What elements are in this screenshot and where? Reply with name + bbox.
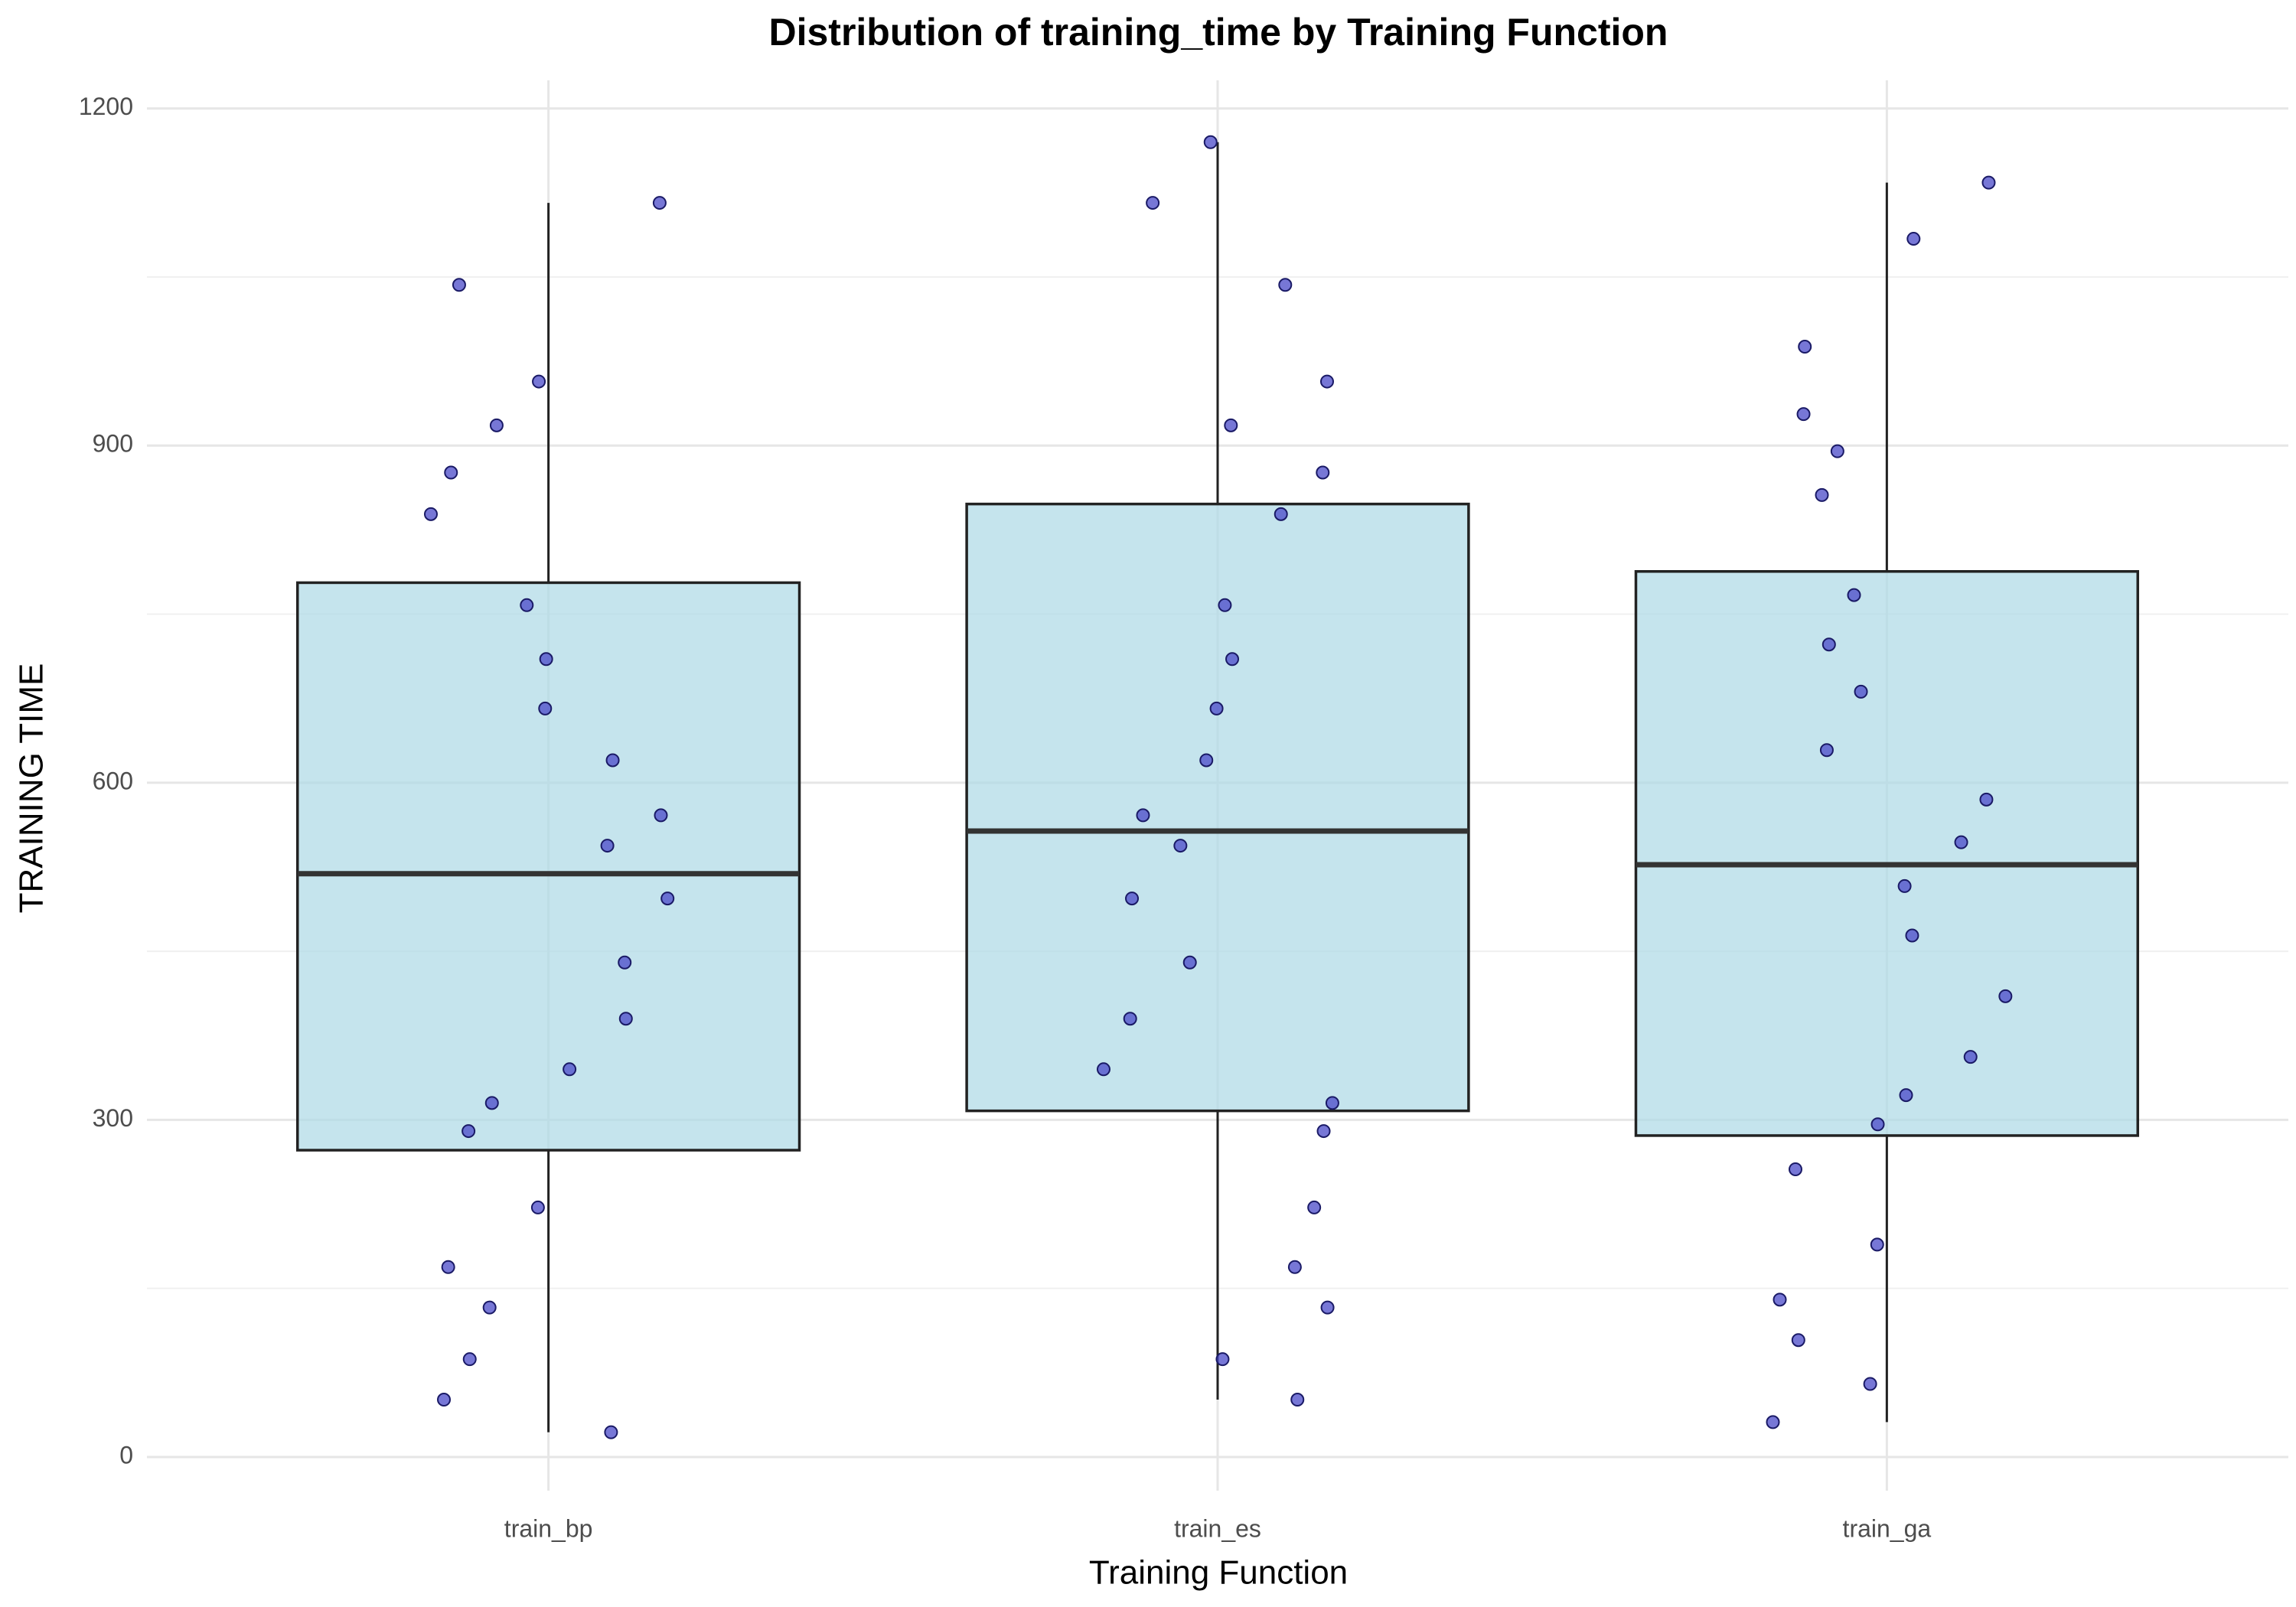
point xyxy=(1146,196,1160,210)
y-tick-label: 1200 xyxy=(79,93,133,120)
point xyxy=(1819,743,1834,758)
y-tick-label: 300 xyxy=(93,1104,133,1132)
point xyxy=(1815,487,1829,502)
point xyxy=(484,1096,499,1110)
point xyxy=(1905,928,1919,943)
point xyxy=(1316,1124,1331,1139)
point xyxy=(1954,835,1968,849)
point xyxy=(652,196,667,210)
point xyxy=(1870,1117,1885,1132)
point xyxy=(452,278,466,292)
point xyxy=(489,418,504,432)
point xyxy=(1899,1088,1913,1103)
point xyxy=(1225,652,1240,667)
point xyxy=(1798,340,1812,354)
point xyxy=(600,839,615,853)
point xyxy=(563,1062,577,1077)
point xyxy=(1897,878,1912,893)
chart-title: Distribution of training_time by Trainin… xyxy=(769,11,1668,54)
point xyxy=(1766,1415,1780,1429)
point xyxy=(441,1260,455,1274)
point xyxy=(532,374,546,389)
point xyxy=(1125,892,1140,906)
point xyxy=(539,652,553,667)
point xyxy=(437,1393,452,1407)
point xyxy=(1173,839,1188,853)
point xyxy=(538,701,553,715)
point xyxy=(462,1352,477,1367)
y-tick-label: 0 xyxy=(119,1441,133,1468)
point xyxy=(1274,507,1288,521)
point xyxy=(530,1200,545,1214)
point xyxy=(444,465,458,480)
point xyxy=(1287,1260,1302,1274)
box xyxy=(1634,569,2140,1137)
point xyxy=(1863,1377,1877,1391)
y-tick-label: 900 xyxy=(93,430,133,458)
point xyxy=(618,1012,633,1026)
point xyxy=(1963,1050,1978,1064)
point xyxy=(1906,232,1921,246)
point xyxy=(1199,753,1214,768)
point xyxy=(605,753,620,768)
point xyxy=(1854,684,1868,699)
point xyxy=(604,1425,618,1439)
point xyxy=(1325,1096,1339,1110)
point xyxy=(618,955,632,970)
box xyxy=(965,502,1470,1113)
x-axis-title: Training Function xyxy=(1089,1554,1348,1592)
point xyxy=(1847,588,1861,602)
x-tick-label: train_ga xyxy=(1843,1514,1932,1542)
point xyxy=(423,507,438,521)
point xyxy=(1307,1200,1322,1214)
point xyxy=(1773,1292,1787,1307)
point xyxy=(1319,374,1334,389)
y-tick-label: 600 xyxy=(93,767,133,794)
point xyxy=(1123,1012,1137,1026)
point xyxy=(482,1300,497,1315)
point xyxy=(654,808,668,823)
point xyxy=(1224,418,1238,432)
x-tick-label: train_es xyxy=(1174,1514,1261,1542)
point xyxy=(1290,1393,1305,1407)
point xyxy=(1791,1333,1805,1348)
point xyxy=(1796,407,1811,422)
box xyxy=(295,581,801,1152)
point xyxy=(1182,955,1197,970)
point xyxy=(1218,598,1232,612)
point xyxy=(1320,1300,1335,1315)
point xyxy=(660,892,675,906)
point xyxy=(1316,465,1330,480)
point xyxy=(1278,278,1293,292)
point xyxy=(461,1124,476,1139)
point xyxy=(1096,1062,1110,1077)
point xyxy=(1821,637,1836,652)
point xyxy=(1830,444,1844,458)
x-tick-label: train_bp xyxy=(504,1514,593,1542)
point xyxy=(1870,1237,1884,1252)
point xyxy=(1981,175,1996,190)
point xyxy=(1998,989,2013,1003)
point xyxy=(1979,792,1994,807)
point xyxy=(1215,1352,1230,1367)
point xyxy=(1203,135,1218,149)
y-axis-title: TRAINING TIME xyxy=(13,663,51,914)
point xyxy=(1209,701,1224,715)
point xyxy=(1136,808,1150,823)
point xyxy=(1788,1162,1802,1177)
point xyxy=(520,598,534,612)
